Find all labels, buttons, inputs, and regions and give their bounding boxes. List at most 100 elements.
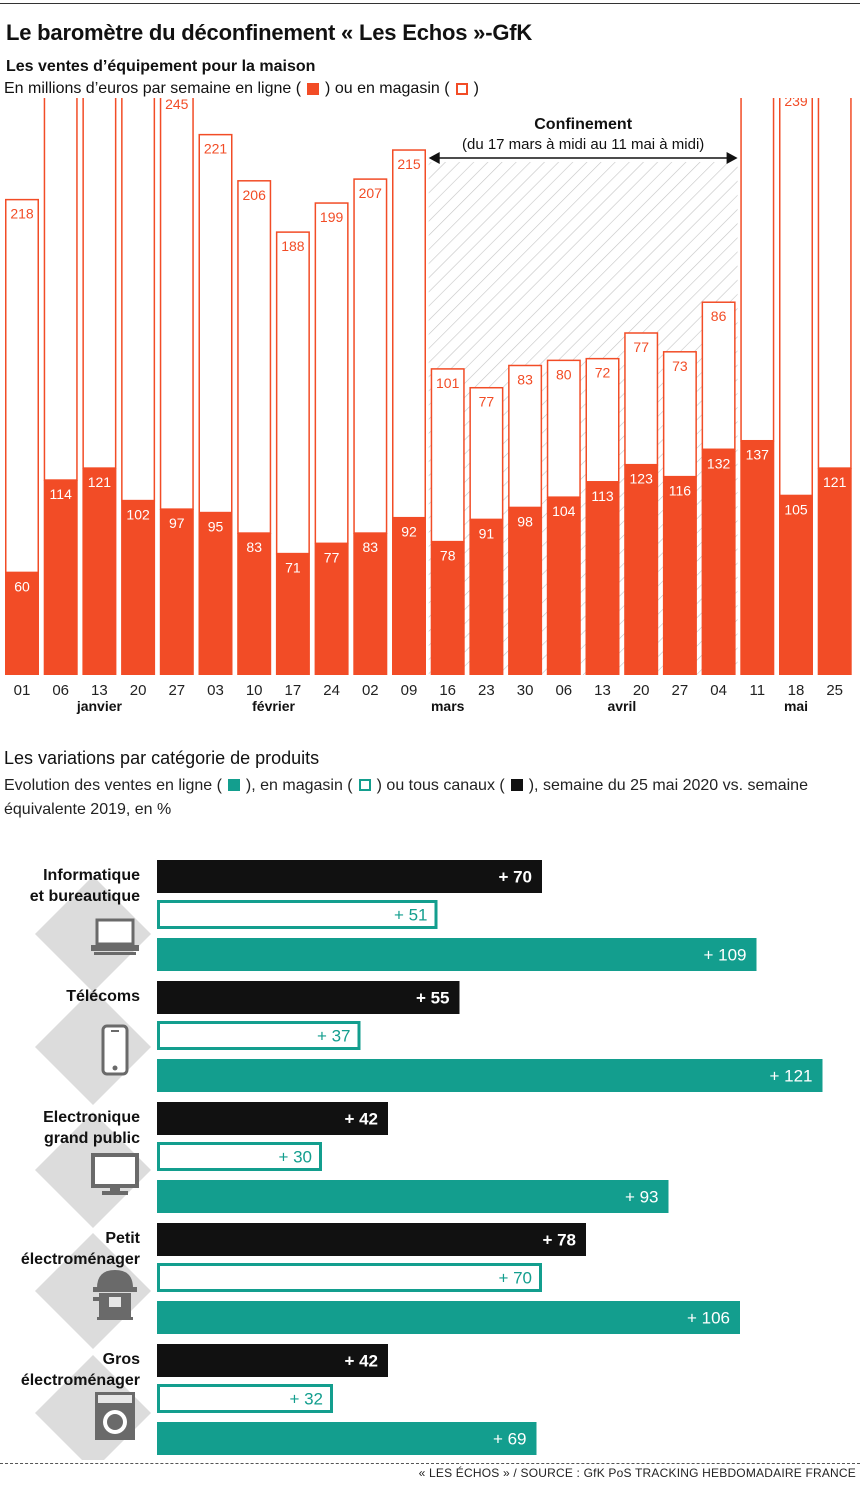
bar-online	[585, 481, 620, 675]
bar-online	[82, 468, 117, 675]
label-store: 72	[595, 365, 611, 381]
bar-store	[5, 198, 39, 574]
bar-online	[159, 509, 194, 675]
month-label: janvier	[76, 698, 123, 714]
legend2-c: ) ou tous canaux (	[376, 777, 505, 794]
bar-store	[430, 368, 465, 543]
bar-online	[198, 512, 233, 675]
label-store: 77	[479, 394, 495, 410]
bar-store-label: + 30	[278, 1148, 312, 1167]
washing-machine-icon	[95, 1392, 135, 1440]
bar-online	[157, 1422, 537, 1455]
label-online: 116	[669, 483, 692, 499]
x-tick-label: 03	[207, 682, 224, 699]
category-label: Petit électroménager	[21, 1230, 141, 1268]
bar-online	[157, 1059, 823, 1092]
bar-all-channels-label: + 78	[542, 1231, 576, 1250]
bar-store-label: + 51	[394, 906, 428, 925]
bar-all-channels-label: + 70	[498, 868, 532, 887]
x-tick-label: 17	[285, 682, 302, 699]
chart1-subtitle: Les ventes d’équipement pour la maison	[6, 58, 316, 75]
x-tick-label: 30	[517, 682, 534, 699]
bar-online	[546, 497, 581, 675]
label-store: 221	[204, 141, 228, 157]
bar-store	[585, 357, 620, 483]
coffee-machine-icon	[93, 1270, 137, 1320]
category-label: Télécoms	[66, 988, 140, 1005]
bar-online	[817, 468, 852, 675]
label-online: 105	[784, 501, 808, 517]
footer-rule	[0, 1463, 860, 1464]
x-tick-label: 25	[826, 682, 843, 699]
bar-store	[43, 98, 78, 481]
page-title: Le baromètre du déconfinement « Les Echo…	[6, 20, 533, 45]
category-label-line2: grand public	[44, 1130, 140, 1147]
bar-online	[43, 480, 78, 675]
label-store: 215	[397, 156, 421, 172]
x-tick-label: 11	[750, 682, 766, 699]
bar-all-channels	[157, 981, 460, 1014]
label-online: 98	[517, 513, 533, 529]
bar-online	[469, 519, 504, 675]
bar-store	[314, 202, 349, 545]
label-online: 60	[14, 578, 30, 594]
category-label-line1: Electronique	[43, 1109, 140, 1126]
legend1-suffix: )	[473, 80, 479, 97]
bar-all-channels	[157, 1223, 586, 1256]
x-tick-label: 06	[52, 682, 69, 699]
category-label-line2: électroménager	[21, 1251, 140, 1268]
label-online: 123	[630, 471, 654, 487]
bar-online	[121, 500, 156, 675]
bar-store	[82, 98, 117, 469]
legend2-a: Evolution des ventes en ligne (	[4, 777, 222, 794]
bar-all-channels-label: + 42	[344, 1110, 378, 1129]
bar-store	[662, 351, 697, 478]
bar-store-label: + 32	[289, 1390, 323, 1409]
bar-online	[701, 449, 736, 675]
bar-store	[508, 364, 543, 509]
category-label: Electronique grand public	[43, 1109, 140, 1147]
source-note: « LES ÉCHOS » / SOURCE : GfK PoS TRACKIN…	[418, 1466, 856, 1480]
x-tick-label: 20	[130, 682, 147, 699]
confinement-title: Confinement	[534, 116, 632, 133]
bar-online	[314, 543, 349, 675]
bar-all-channels-label: + 55	[416, 989, 450, 1008]
x-tick-label: 23	[478, 682, 495, 699]
label-online: 91	[479, 525, 495, 541]
bar-store	[392, 149, 426, 519]
category-label-line1: Informatique	[43, 867, 140, 884]
bar-online	[430, 541, 465, 675]
bar-online	[779, 495, 813, 675]
legend-online-teal-swatch	[227, 779, 240, 791]
label-online: 83	[246, 539, 262, 555]
label-store: 218	[10, 206, 34, 222]
label-online: 102	[126, 507, 150, 523]
bar-online-label: + 106	[687, 1309, 730, 1328]
label-online: 104	[552, 503, 576, 519]
category-variation-chart: Informatique et bureautique + 70 + 51 + 109 T…	[21, 860, 823, 1460]
label-store: 206	[243, 187, 267, 203]
bar-online	[624, 464, 659, 675]
bar-store	[353, 178, 388, 534]
bar-all-channels	[157, 1344, 388, 1377]
arrow-right-icon	[726, 152, 738, 164]
x-tick-label: 24	[323, 682, 340, 699]
x-tick-label: 09	[401, 682, 418, 699]
label-online: 77	[324, 549, 340, 565]
legend2-b: ), en magasin (	[245, 777, 353, 794]
bar-store	[701, 301, 736, 451]
label-online: 92	[401, 524, 417, 540]
month-label: mai	[784, 698, 808, 714]
label-online: 71	[285, 560, 301, 576]
legend-all-channels-swatch	[510, 779, 523, 791]
x-tick-label: 01	[14, 682, 31, 699]
label-store: 199	[320, 209, 344, 225]
label-store: 77	[633, 339, 649, 355]
category-diamond	[35, 989, 151, 1105]
bar-store	[740, 98, 775, 442]
x-tick-label: 06	[555, 682, 572, 699]
label-store: 80	[556, 366, 572, 382]
category-label: Gros électroménager	[21, 1351, 140, 1389]
bar-online	[157, 1180, 669, 1213]
label-online: 78	[440, 548, 456, 564]
